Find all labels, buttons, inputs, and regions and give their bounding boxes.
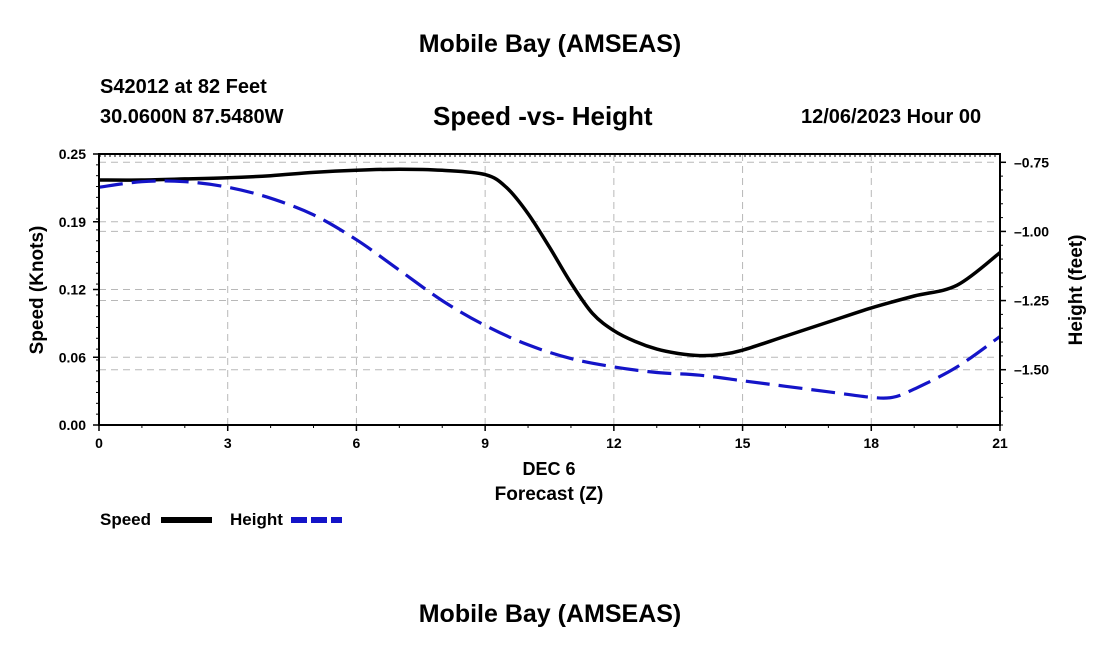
chart-subtitle: Speed -vs- Height bbox=[433, 101, 653, 131]
y2-tick-label: –1.50 bbox=[1014, 362, 1049, 378]
y2-axis-title: Height (feet) bbox=[1066, 235, 1087, 346]
series-line-speed bbox=[98, 167, 1002, 358]
coordinates-label: 30.0600N 87.5480W bbox=[100, 106, 284, 128]
series-layer bbox=[98, 167, 1002, 400]
x-axis-date-label: DEC 6 bbox=[522, 459, 575, 479]
grid-layer bbox=[99, 154, 1000, 425]
y2-tick-label: –1.00 bbox=[1014, 223, 1049, 239]
y2-tick-label: –0.75 bbox=[1014, 154, 1049, 170]
forecast-datetime: 12/06/2023 Hour 00 bbox=[801, 106, 982, 128]
x-tick-label: 12 bbox=[606, 435, 622, 451]
x-tick-label: 15 bbox=[735, 435, 751, 451]
station-label: S42012 at 82 Feet bbox=[100, 76, 267, 98]
main-title: Mobile Bay (AMSEAS) bbox=[418, 30, 682, 58]
x-axis-title: Forecast (Z) bbox=[495, 484, 604, 505]
x-tick-label: 18 bbox=[863, 435, 879, 451]
y-tick-label: 0.25 bbox=[59, 146, 86, 162]
legend-label-speed: Speed bbox=[100, 510, 151, 529]
x-tick-label: 6 bbox=[353, 435, 361, 451]
y-tick-label: 0.19 bbox=[59, 214, 86, 230]
x-tick-label: 9 bbox=[481, 435, 489, 451]
x-tick-label: 21 bbox=[992, 435, 1008, 451]
x-tick-label: 0 bbox=[95, 435, 103, 451]
x-tick-label: 3 bbox=[224, 435, 232, 451]
legend-label-height: Height bbox=[230, 510, 283, 529]
y-tick-label: 0.00 bbox=[59, 417, 86, 433]
y-axis-title: Speed (Knots) bbox=[27, 226, 48, 355]
y2-tick-label: –1.25 bbox=[1014, 293, 1049, 309]
bottom-title: Mobile Bay (AMSEAS) bbox=[418, 600, 682, 628]
tick-layer: 0 3 6 9 12 15 18 21 0.00 0.06 0.12 0.19 0.25 –0.75 –1.… bbox=[59, 146, 1049, 451]
legend: Speed Height bbox=[100, 510, 342, 529]
y-tick-label: 0.12 bbox=[59, 282, 86, 298]
y-tick-label: 0.06 bbox=[59, 349, 86, 365]
series-line-height bbox=[98, 179, 1001, 400]
